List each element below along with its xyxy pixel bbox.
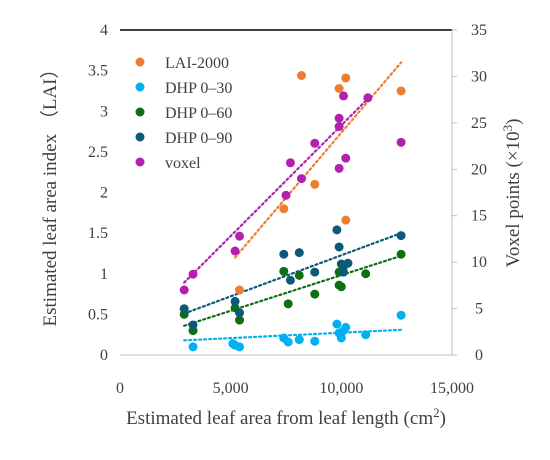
data-point <box>341 73 351 83</box>
data-point <box>235 285 245 295</box>
legend-label: LAI-2000 <box>165 55 229 72</box>
legend-marker <box>135 107 145 117</box>
data-point <box>296 71 306 80</box>
data-point <box>235 231 245 241</box>
data-point <box>396 137 406 147</box>
data-point <box>235 315 245 325</box>
data-point <box>332 225 342 235</box>
data-point <box>294 248 304 258</box>
y-left-tick-label: 2.5 <box>88 144 108 161</box>
data-points <box>179 71 406 352</box>
legend-marker <box>135 57 145 67</box>
legend-label: DHP 0–90 <box>165 130 232 147</box>
y-left-tick-label: 1.5 <box>88 225 108 242</box>
y-left-tick-label: 0.5 <box>88 306 108 323</box>
data-point <box>341 215 351 225</box>
data-point <box>334 163 344 173</box>
y-right-tick-label: 25 <box>471 115 487 132</box>
data-point <box>283 299 293 309</box>
y-right-tick-label: 10 <box>471 254 487 271</box>
trendline <box>183 232 403 315</box>
y-left-tick-label: 3.5 <box>88 63 108 80</box>
x-tick-label: 5,000 <box>213 380 249 397</box>
legend-label: DHP 0–30 <box>165 80 232 97</box>
data-point <box>230 296 240 306</box>
data-point <box>235 308 245 318</box>
data-point <box>188 320 198 330</box>
x-axis-title: Estimated leaf area from leaf length (cm… <box>126 405 446 430</box>
axes: 0 5,000 10,000 15,00000.511.522.533.5405101… <box>88 22 487 397</box>
legend-marker <box>135 157 145 167</box>
data-point <box>310 336 320 346</box>
data-point <box>343 258 353 268</box>
trendline <box>183 254 403 327</box>
y-left-axis-title: Estimated leaf area index （LAI） <box>39 60 61 327</box>
data-point <box>336 282 346 292</box>
y-right-tick-label: 0 <box>475 347 483 364</box>
data-point <box>179 304 189 314</box>
x-tick-label: 10,000 <box>319 380 363 397</box>
data-point <box>294 270 304 280</box>
legend: LAI-2000 DHP 0–30 DHP 0–60 DHP 0–90 voxel <box>135 55 232 172</box>
trendline <box>233 61 403 259</box>
data-point <box>341 153 351 163</box>
y-right-tick-label: 15 <box>471 208 487 225</box>
y-left-tick-label: 2 <box>100 185 108 202</box>
legend-marker <box>135 82 145 92</box>
data-point <box>310 179 320 189</box>
data-point <box>294 335 304 345</box>
data-point <box>281 190 291 200</box>
data-point <box>235 342 245 352</box>
y-left-tick-label: 0 <box>100 347 108 364</box>
data-point <box>334 122 344 132</box>
data-point <box>336 259 346 269</box>
data-point <box>334 242 344 252</box>
data-point <box>188 269 198 279</box>
axis-titles: Estimated leaf area from leaf length (cm… <box>39 60 524 429</box>
data-point <box>396 86 406 96</box>
data-point <box>336 333 346 343</box>
data-point <box>285 158 295 168</box>
data-point <box>339 91 349 101</box>
data-point <box>396 231 406 241</box>
x-tick-label: 15,000 <box>430 380 474 397</box>
data-point <box>310 138 320 148</box>
y-left-tick-label: 1 <box>100 266 108 283</box>
data-point <box>396 310 406 320</box>
y-right-tick-label: 35 <box>471 22 487 39</box>
data-point <box>283 337 293 347</box>
data-point <box>279 266 289 276</box>
data-point <box>285 275 295 285</box>
data-point <box>396 249 406 259</box>
y-right-axis-title: Voxel points (×103) <box>500 119 525 268</box>
y-right-tick-label: 5 <box>475 301 483 318</box>
data-point <box>279 204 289 214</box>
data-point <box>334 84 344 93</box>
data-point <box>179 285 189 295</box>
y-right-tick-label: 30 <box>471 68 487 85</box>
legend-marker <box>135 132 145 142</box>
y-left-tick-label: 4 <box>100 22 108 39</box>
x-tick-label: 0 <box>116 380 124 397</box>
data-point <box>310 289 320 299</box>
y-right-tick-label: 20 <box>471 161 487 178</box>
data-point <box>339 267 349 277</box>
data-point <box>230 246 240 256</box>
data-point <box>334 113 344 123</box>
data-point <box>332 319 342 329</box>
data-point <box>310 267 320 277</box>
data-point <box>363 93 373 103</box>
data-point <box>341 322 351 332</box>
data-point <box>279 249 289 259</box>
data-point <box>361 269 371 279</box>
legend-label: voxel <box>165 155 201 172</box>
data-point <box>361 330 371 340</box>
data-point <box>296 174 306 184</box>
data-point <box>188 342 198 352</box>
legend-label: DHP 0–60 <box>165 105 232 122</box>
y-left-tick-label: 3 <box>100 103 108 120</box>
